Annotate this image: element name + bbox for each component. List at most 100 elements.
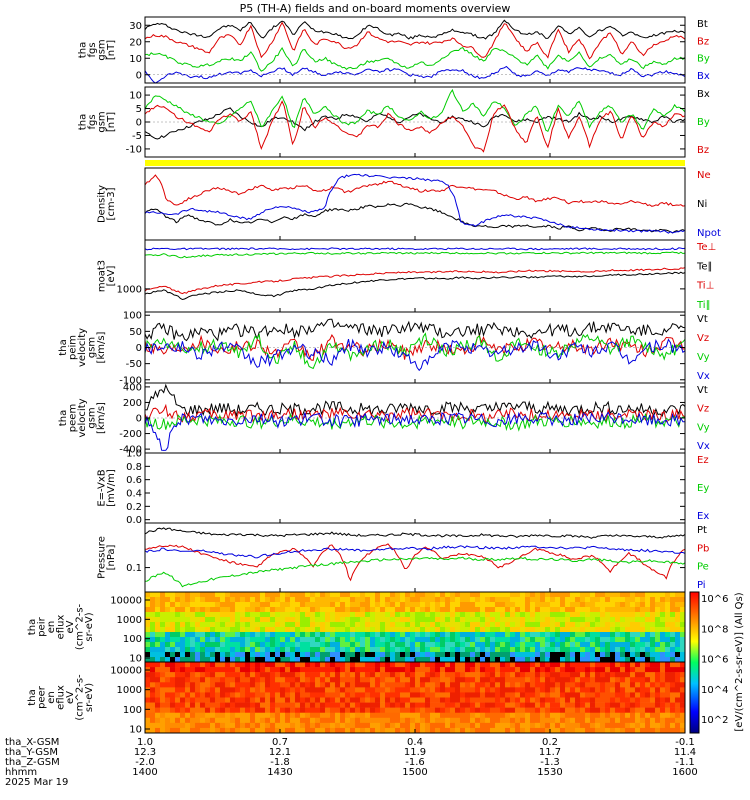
spectrogram-cell xyxy=(490,642,496,648)
spectrogram-cell xyxy=(240,632,246,638)
spectrogram-cell xyxy=(330,677,336,683)
spectrogram-cell xyxy=(540,592,546,598)
spectrogram-cell xyxy=(585,652,591,658)
spectrogram-cell xyxy=(670,697,676,703)
spectrogram-cell xyxy=(365,687,371,693)
spectrogram-cell xyxy=(620,682,626,688)
spectrogram-cell xyxy=(165,697,171,703)
spectrogram-cell xyxy=(265,702,271,708)
spectrogram-cell xyxy=(390,692,396,698)
spectrogram-cell xyxy=(380,667,386,673)
spectrogram-cell xyxy=(670,607,676,613)
series-peim-2 xyxy=(144,332,686,370)
ylabel-fgs_comp-2: gsm xyxy=(97,111,108,132)
spectrogram-cell xyxy=(545,697,551,703)
spectrogram-cell xyxy=(605,712,611,719)
spectrogram-cell xyxy=(260,622,266,628)
spectrogram-cell xyxy=(220,647,226,653)
spectrogram-cell xyxy=(350,702,356,708)
spectrogram-cell xyxy=(300,727,306,734)
xaxis-value-3-2: 1500 xyxy=(402,767,427,778)
spectrogram-cell xyxy=(505,672,511,678)
spectrogram-cell xyxy=(180,612,186,618)
spectrogram-cell xyxy=(280,617,286,623)
spectrogram-cell xyxy=(290,697,296,703)
spectrogram-cell xyxy=(240,717,246,724)
spectrogram-cell xyxy=(320,637,326,643)
spectrogram-cell xyxy=(325,662,331,668)
spectrogram-cell xyxy=(605,647,611,653)
spectrogram-cell xyxy=(420,702,426,708)
spectrogram-cell xyxy=(550,692,556,698)
spectrogram-cell xyxy=(390,642,396,648)
spectrogram-cell xyxy=(315,632,321,638)
spectrogram-cell xyxy=(190,622,196,628)
spectrogram-cell xyxy=(670,687,676,693)
spectrogram-cell xyxy=(150,672,156,678)
spectrogram-cell xyxy=(310,662,316,668)
spectrogram-cell xyxy=(340,697,346,703)
spectrogram-cell xyxy=(515,722,521,729)
spectrogram-cell xyxy=(400,647,406,653)
xaxis-value-0-0: 1.0 xyxy=(137,737,153,748)
spectrogram-cell xyxy=(465,617,471,623)
spectrogram-cell xyxy=(380,622,386,628)
spectrogram-cell xyxy=(240,652,246,658)
spectrogram-cell xyxy=(210,712,216,719)
spectrogram-cell xyxy=(255,687,261,693)
spectrogram-cell xyxy=(280,622,286,628)
spectrogram-cell xyxy=(570,627,576,633)
spectrogram-cell xyxy=(610,627,616,633)
spectrogram-cell xyxy=(515,642,521,648)
ytick-label-efield-5: 1.0 xyxy=(126,449,142,460)
spectrogram-cell xyxy=(255,597,261,603)
spectrogram-cell xyxy=(560,672,566,678)
spectrogram-cell xyxy=(225,627,231,633)
spectrogram-cell xyxy=(445,672,451,678)
spectrogram-cell xyxy=(655,677,661,683)
spectrogram-cell xyxy=(610,612,616,618)
spectrogram-cell xyxy=(470,692,476,698)
spectrogram-cell xyxy=(435,717,441,724)
spectrogram-cell xyxy=(550,727,556,734)
spectrogram-cell xyxy=(395,717,401,724)
spectrogram-cell xyxy=(450,637,456,643)
spectrogram-cell xyxy=(530,682,536,688)
spectrogram-cell xyxy=(575,637,581,643)
ytick-label-peem-4: 400 xyxy=(123,382,142,393)
spectrogram-cell xyxy=(630,717,636,724)
spectrogram-cell xyxy=(570,662,576,668)
spectrogram-cell xyxy=(300,702,306,708)
spectrogram-cell xyxy=(555,597,561,603)
spectrogram-cell xyxy=(215,617,221,623)
spectrogram-cell xyxy=(620,642,626,648)
spectrogram-cell xyxy=(560,702,566,708)
spectrogram-cell xyxy=(240,622,246,628)
spectrogram-cell xyxy=(495,727,501,734)
ylabel-peer_spec-4: eV xyxy=(65,691,76,704)
spectrogram-cell xyxy=(390,702,396,708)
spectrogram-cell xyxy=(555,677,561,683)
spectrogram-cell xyxy=(310,677,316,683)
spectrogram-cell xyxy=(390,647,396,653)
spectrogram-cell xyxy=(270,682,276,688)
spectrogram-cell xyxy=(385,652,391,658)
spectrogram-cell xyxy=(470,727,476,734)
spectrogram-cell xyxy=(370,627,376,633)
spectrogram-cell xyxy=(430,657,436,663)
spectrogram-cell xyxy=(145,647,151,653)
spectrogram-cell xyxy=(555,652,561,658)
spectrogram-cell xyxy=(525,662,531,668)
spectrogram-cell xyxy=(345,672,351,678)
spectrogram-cell xyxy=(535,687,541,693)
spectrogram-cell xyxy=(525,727,531,734)
spectrogram-cell xyxy=(480,607,486,613)
legend-density-2: Npot xyxy=(697,228,721,239)
spectrogram-cell xyxy=(360,712,366,719)
spectrogram-cell xyxy=(420,657,426,663)
spectrogram-cell xyxy=(400,712,406,719)
spectrogram-cell xyxy=(200,667,206,673)
colorbar-tick-4: 10^6 xyxy=(701,594,728,605)
spectrogram-cell xyxy=(325,657,331,663)
spectrogram-cell xyxy=(225,637,231,643)
